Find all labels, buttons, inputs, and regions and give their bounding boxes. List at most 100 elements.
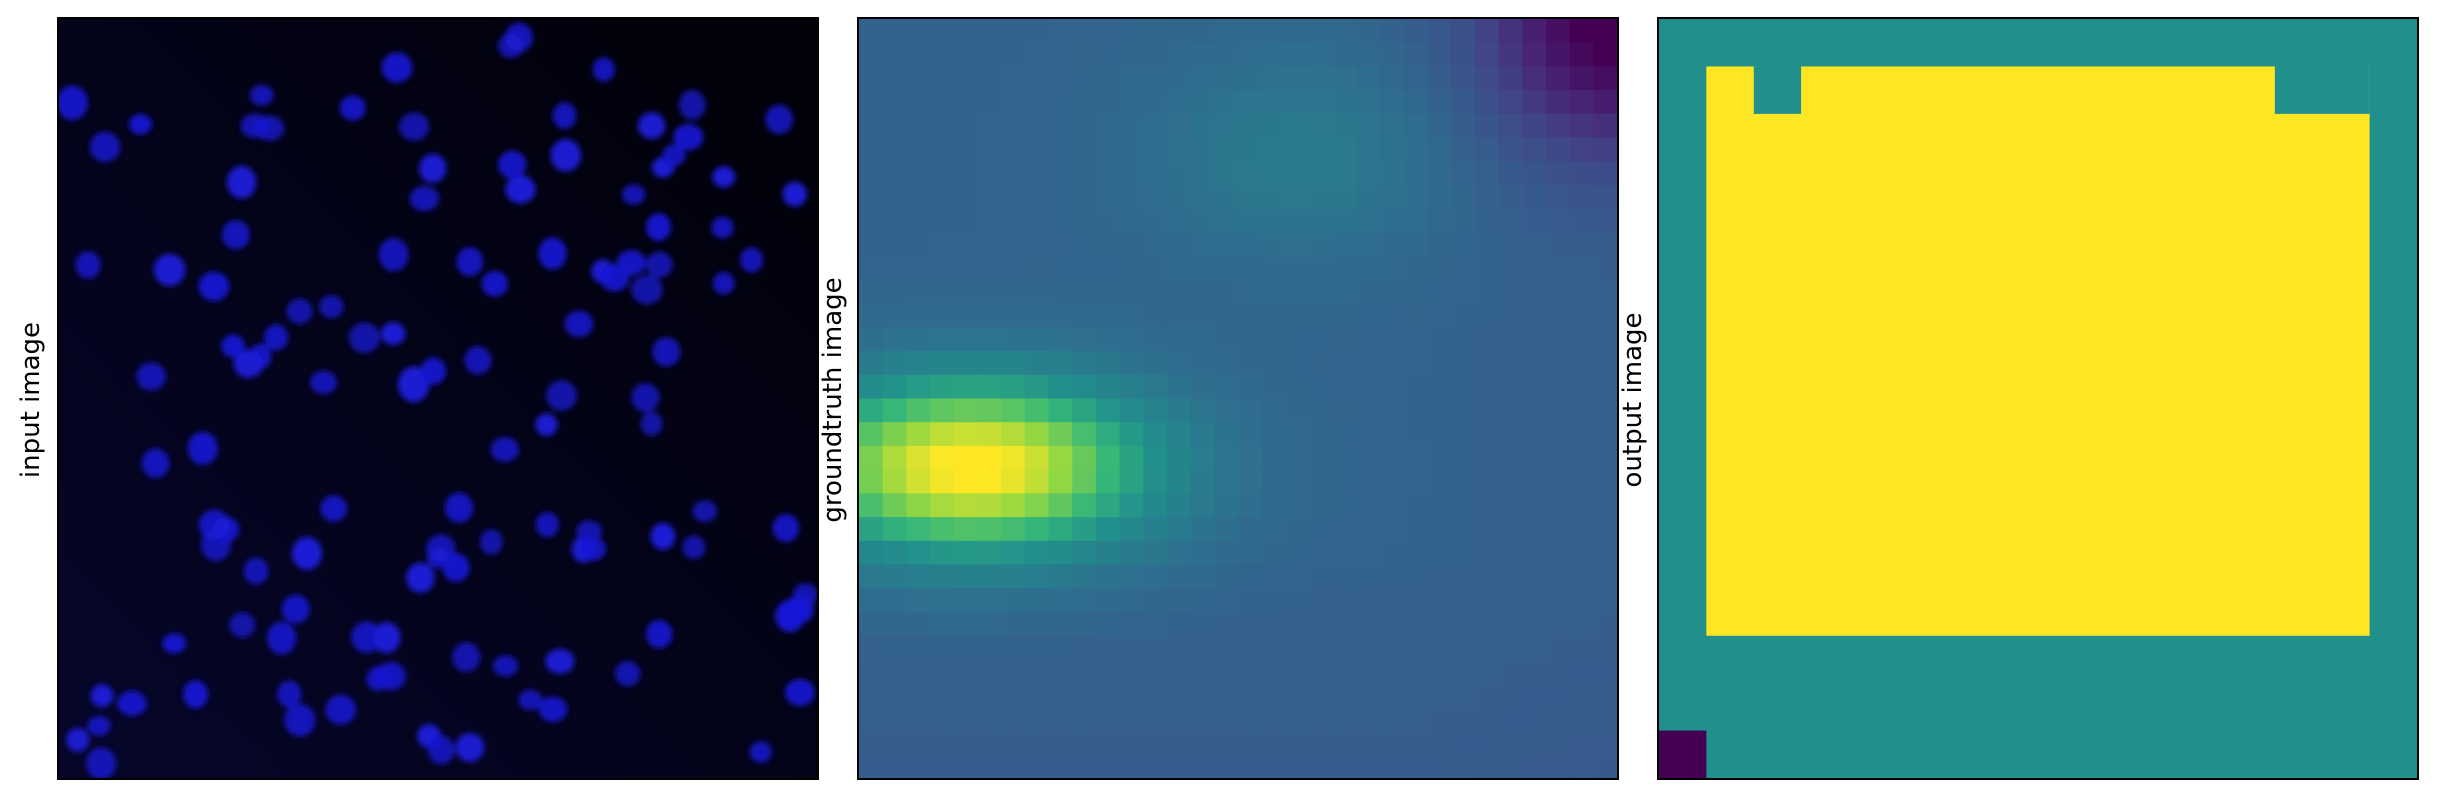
heatmap-cell	[1285, 66, 1310, 91]
heatmap-cell	[1214, 137, 1239, 162]
heatmap-cell	[1593, 279, 1617, 305]
nucleus	[481, 270, 508, 297]
heatmap-cell	[1498, 185, 1523, 210]
heatmap-cell	[1522, 683, 1547, 708]
heatmap-cell	[1024, 19, 1050, 44]
heatmap-cell	[1332, 208, 1358, 234]
heatmap-cell	[1309, 564, 1334, 589]
heatmap-cell	[1261, 445, 1286, 471]
nucleus	[538, 696, 568, 722]
nucleus	[409, 185, 440, 212]
heatmap-cell	[930, 185, 955, 210]
heatmap-cell	[1143, 493, 1168, 518]
heatmap-cell	[1072, 564, 1097, 589]
heatmap-cell	[906, 327, 931, 352]
heatmap-cell	[1522, 19, 1547, 44]
heatmap-cell	[1332, 422, 1358, 447]
heatmap-cell	[1593, 422, 1617, 447]
heatmap-cell	[1498, 66, 1523, 91]
heatmap-cell	[1545, 42, 1571, 68]
heatmap-cell	[1356, 564, 1381, 589]
nucleus	[621, 184, 646, 205]
heatmap-cell	[1285, 161, 1310, 186]
heatmap-cell	[1380, 588, 1405, 613]
heatmap-cell	[1285, 137, 1310, 162]
heatmap-cell	[906, 469, 931, 494]
heatmap-cell	[1119, 256, 1144, 281]
heatmap-cell	[1048, 19, 1073, 44]
heatmap-cell	[1214, 730, 1239, 755]
heatmap-cell	[1166, 185, 1192, 210]
heatmap-cell	[1545, 493, 1571, 518]
heatmap-cell	[1498, 137, 1523, 162]
heatmap-cell	[930, 588, 955, 613]
heatmap-cell	[1569, 208, 1594, 234]
heatmap-cell	[1332, 185, 1358, 210]
heatmap-cell	[1380, 303, 1405, 328]
heatmap-cell	[1285, 611, 1310, 637]
heatmap-cell	[1332, 659, 1358, 684]
heatmap-cell	[1309, 422, 1334, 447]
heatmap-cell	[882, 137, 907, 162]
heatmap-cell	[1593, 19, 1617, 44]
heatmap-cell	[1498, 279, 1523, 305]
heatmap-cell	[1048, 540, 1073, 566]
heatmap-cell	[930, 493, 955, 518]
output-image	[1659, 19, 2417, 778]
input-image	[59, 19, 817, 778]
heatmap-cell	[1569, 398, 1594, 423]
heatmap-cell	[1001, 303, 1026, 328]
heatmap-cell	[930, 113, 955, 139]
heatmap-cell	[1024, 208, 1050, 234]
heatmap-cell	[930, 517, 955, 542]
heatmap-cell	[1380, 232, 1405, 257]
nucleus	[712, 166, 736, 188]
heatmap-cell	[859, 256, 884, 281]
heatmap-cell	[1072, 445, 1097, 471]
heatmap-cell	[1166, 161, 1192, 186]
heatmap-cell	[1261, 42, 1286, 68]
heatmap-cell	[1332, 66, 1358, 91]
heatmap-cell	[1474, 232, 1500, 257]
heatmap-cell	[1522, 517, 1547, 542]
heatmap-cell	[1380, 540, 1405, 566]
heatmap-cell	[953, 90, 979, 115]
heatmap-cell	[1072, 517, 1097, 542]
heatmap-cell	[1001, 161, 1026, 186]
heatmap-cell	[906, 351, 931, 376]
heatmap-cell	[1474, 19, 1500, 44]
heatmap-cell	[1214, 445, 1239, 471]
heatmap-cell	[1119, 588, 1144, 613]
heatmap-cell	[1001, 635, 1026, 661]
heatmap-cell	[1214, 659, 1239, 684]
heatmap-cell	[1143, 635, 1168, 661]
heatmap-cell	[1522, 208, 1547, 234]
heatmap-cell	[906, 279, 931, 305]
heatmap-cell	[1380, 208, 1405, 234]
heatmap-cell	[1332, 730, 1358, 755]
heatmap-cell	[1048, 564, 1073, 589]
heatmap-cell	[1474, 659, 1500, 684]
heatmap-cell	[1190, 256, 1215, 281]
nucleus	[442, 553, 470, 582]
heatmap-cell	[953, 374, 979, 400]
heatmap-cell	[1427, 422, 1452, 447]
nucleus	[651, 157, 675, 178]
heatmap-cell	[977, 540, 1002, 566]
nucleus	[784, 678, 815, 706]
heatmap-cell	[1498, 564, 1523, 589]
nucleus	[397, 366, 430, 403]
heatmap-cell	[930, 469, 955, 494]
heatmap-cell	[1001, 588, 1026, 613]
heatmap-cell	[1309, 469, 1334, 494]
heatmap-cell	[1474, 564, 1500, 589]
output-notch-left	[1753, 66, 1802, 114]
heatmap-cell	[1285, 327, 1310, 352]
heatmap-cell	[953, 279, 979, 305]
heatmap-cell	[1166, 232, 1192, 257]
heatmap-cell	[1522, 422, 1547, 447]
heatmap-cell	[1001, 730, 1026, 755]
nucleus	[456, 247, 484, 277]
heatmap-cell	[1403, 185, 1429, 210]
heatmap-cell	[1474, 754, 1500, 778]
